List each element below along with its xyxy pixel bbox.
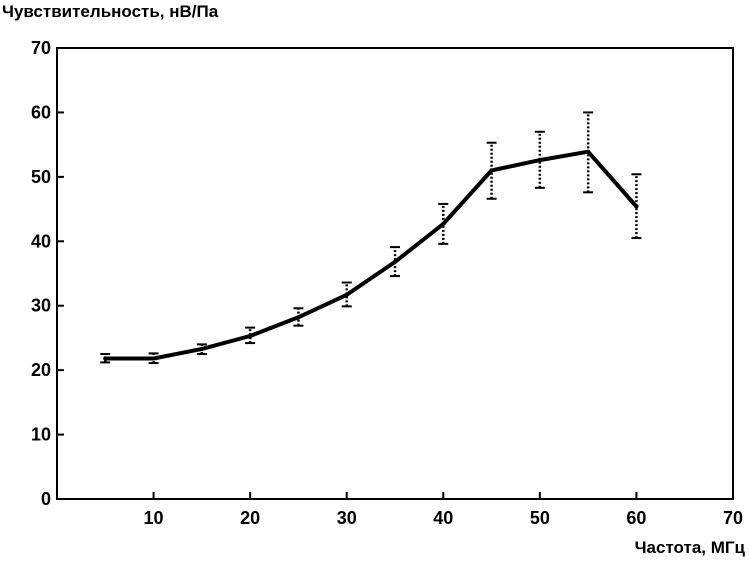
data-point	[441, 221, 446, 226]
y-tick-label: 40	[31, 231, 51, 251]
y-tick-label: 50	[31, 167, 51, 187]
error-bars	[100, 111, 642, 365]
data-point	[586, 149, 591, 154]
x-tick-label: 20	[240, 508, 260, 528]
series-line	[103, 149, 639, 361]
x-tick-label: 60	[626, 508, 646, 528]
x-tick-label: 30	[337, 508, 357, 528]
x-tick-label: 50	[530, 508, 550, 528]
y-tick-label: 30	[31, 296, 51, 316]
data-point	[344, 292, 349, 297]
series	[103, 149, 639, 361]
y-tick-label: 10	[31, 425, 51, 445]
x-tick-label: 70	[723, 508, 743, 528]
data-point	[296, 315, 301, 320]
y-tick-label: 60	[31, 102, 51, 122]
data-point	[393, 259, 397, 264]
y-tick-label: 70	[31, 38, 51, 58]
data-point	[537, 158, 542, 163]
data-point	[199, 346, 204, 351]
x-tick-label: 40	[433, 508, 453, 528]
axes	[56, 47, 734, 500]
ticks: 0 10 20 30 40 50 60 70 10 20 30 40 50 60 70	[31, 38, 743, 528]
plot-frame	[56, 47, 734, 500]
x-tick-label: 10	[144, 508, 164, 528]
y-axis-label: Чувствительность, нВ/Па	[2, 2, 219, 21]
data-point	[489, 168, 494, 173]
y-tick-label: 0	[41, 489, 51, 509]
x-axis-label: Частота, МГц	[634, 538, 745, 557]
data-point	[151, 356, 156, 361]
y-tick-label: 20	[31, 360, 51, 380]
data-point	[248, 333, 253, 338]
data-point	[634, 204, 639, 209]
data-point	[103, 356, 108, 361]
